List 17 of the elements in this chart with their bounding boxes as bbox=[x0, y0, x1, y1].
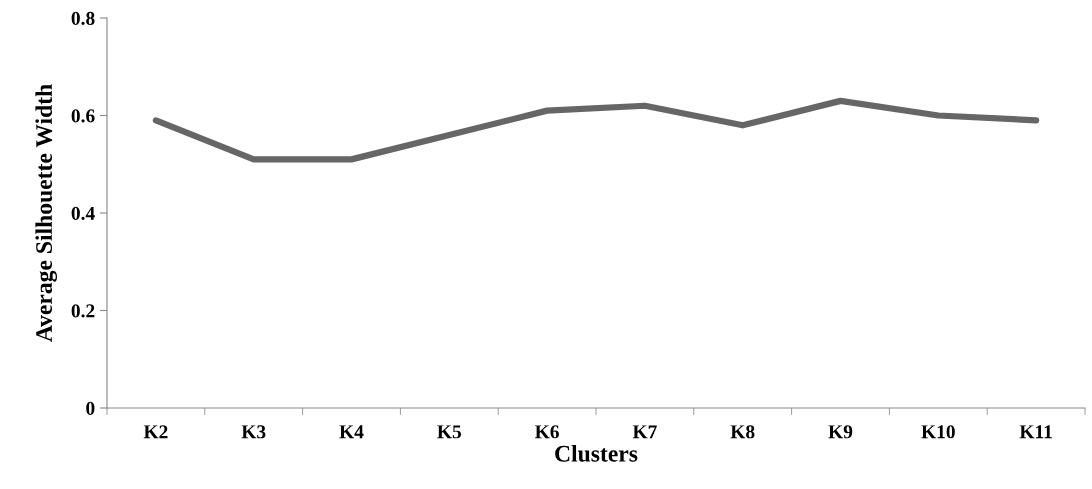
y-axis-title: Average Silhouette Width bbox=[35, 84, 57, 342]
x-tick-label: K9 bbox=[828, 425, 853, 439]
y-tick-label: 0.8 bbox=[71, 11, 95, 26]
x-axis-title: Clusters bbox=[555, 445, 638, 462]
x-tick-label: K2 bbox=[143, 425, 168, 439]
x-tick-label: K8 bbox=[730, 425, 755, 439]
x-tick-label: K10 bbox=[921, 425, 955, 439]
y-tick-label: 0.2 bbox=[71, 304, 95, 318]
x-tick-label: K6 bbox=[535, 425, 559, 439]
x-tick-label: K3 bbox=[241, 425, 266, 439]
x-tick-label: K4 bbox=[339, 425, 364, 439]
x-tick-label: K5 bbox=[437, 425, 462, 439]
x-tick-label: K7 bbox=[632, 425, 657, 439]
y-tick-label: 0.6 bbox=[71, 109, 95, 123]
x-tick-label: K11 bbox=[1019, 425, 1052, 439]
y-tick-label: 0.4 bbox=[71, 206, 95, 221]
y-tick-label: 0 bbox=[86, 401, 95, 415]
